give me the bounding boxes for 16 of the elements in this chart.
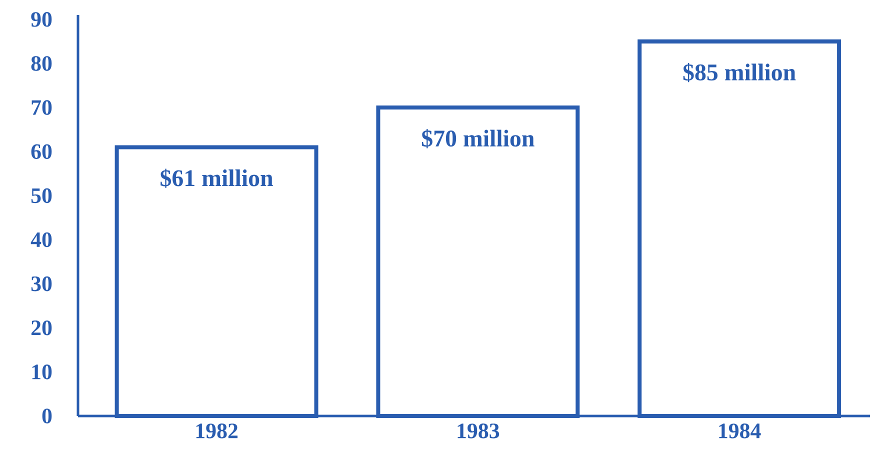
y-tick-label: 90	[31, 12, 52, 27]
x-tick-label: 1982	[196, 424, 238, 438]
y-tick-label: 20	[31, 320, 52, 336]
y-tick-label: 40	[30, 232, 52, 248]
y-tick-label: 10	[32, 364, 52, 380]
data-label: $70 million	[422, 129, 534, 148]
y-tick-label: 80	[31, 56, 52, 71]
x-tick-label: 1984	[719, 424, 761, 438]
data-label: $85 million	[683, 62, 796, 82]
y-tick-label: 50	[31, 188, 52, 204]
y-tick-label: 70	[32, 100, 52, 115]
y-tick-label: 60	[31, 144, 52, 160]
y-tick-label: 0	[42, 408, 52, 424]
data-label: $61 million	[160, 168, 273, 188]
x-tick-label: 1983	[458, 424, 500, 438]
y-tick-label: 30	[31, 276, 52, 292]
